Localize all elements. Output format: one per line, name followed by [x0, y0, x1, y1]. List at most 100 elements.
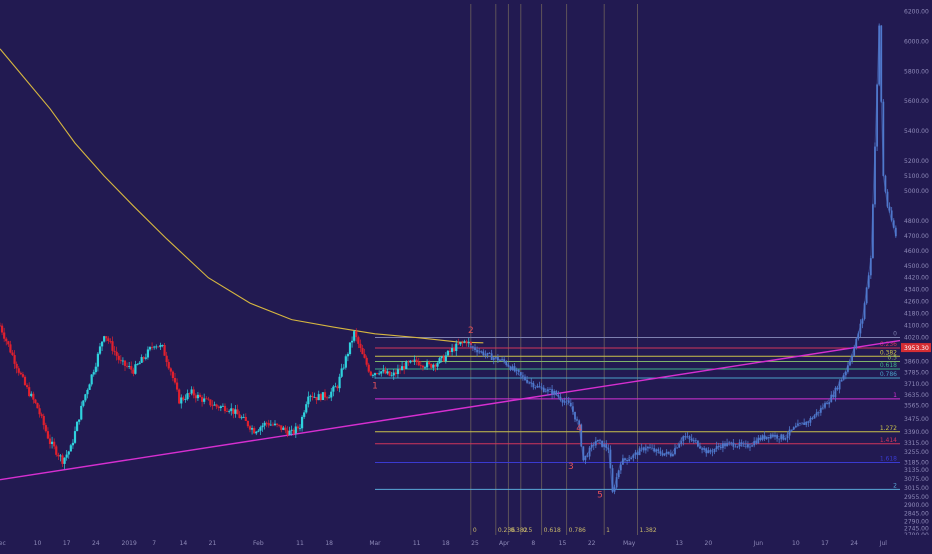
candle-body — [250, 428, 254, 430]
candle-body — [48, 438, 52, 444]
candle-body — [253, 428, 256, 434]
projection-candle-body — [844, 371, 847, 376]
candle-body — [409, 360, 412, 363]
candle-body — [90, 374, 93, 385]
candle-body — [448, 350, 452, 352]
projection-candle-body — [680, 441, 683, 445]
candle-body — [330, 391, 333, 398]
projection-candle-body — [499, 360, 501, 361]
candle-body — [130, 366, 133, 370]
candle-body — [273, 423, 277, 426]
y-tick-label: 5400.00 — [904, 128, 929, 135]
candle-body — [9, 344, 12, 353]
projection-candle-body — [640, 447, 643, 449]
projection-candle-body — [657, 449, 660, 452]
y-axis-strip — [900, 0, 932, 550]
y-tick-label: 4500.00 — [904, 263, 929, 270]
projection-candle-body — [703, 448, 706, 450]
y-tick-label: 5600.00 — [904, 98, 929, 105]
x-tick-label: Mar — [369, 540, 381, 547]
candle-body — [13, 355, 16, 364]
candle-body — [23, 376, 27, 386]
wave-labels: 1 2 3 4 5 — [372, 326, 603, 501]
y-tick-label: 6200.00 — [904, 8, 929, 15]
projection-candle-body — [659, 451, 662, 454]
candle-body — [296, 426, 300, 429]
projection-candle-body — [776, 434, 778, 439]
x-tick-label: 10 — [34, 540, 42, 547]
candle-body — [0, 325, 2, 327]
projection-candle-body — [569, 402, 572, 407]
projection-candle-body — [753, 441, 756, 446]
projection-candle-body — [634, 452, 637, 455]
y-tick-label: 2955.00 — [904, 494, 929, 501]
candle-body — [244, 416, 247, 421]
candle-body — [321, 392, 325, 400]
x-axis: Dec 10 17 24 2019 7 14 21 Feb 11 18 Mar 11 18 25 Apr 8 15… — [0, 535, 932, 550]
projection-candle-body — [828, 402, 831, 405]
projection-candle-body — [676, 447, 678, 449]
projection-candle-body — [632, 454, 635, 458]
projection-candle-body — [813, 415, 816, 419]
projection-candle-body — [557, 394, 560, 397]
projection-candle-body — [588, 447, 591, 457]
projection-candle-body — [728, 442, 731, 444]
time-fib-label: 0.618 — [544, 527, 561, 534]
projection-candle-body — [782, 434, 785, 440]
candle-body — [438, 358, 441, 364]
projection-candle-body — [778, 438, 781, 440]
projection-candle-body — [697, 440, 699, 447]
projection-candle-body — [809, 418, 812, 423]
candle-body — [50, 441, 54, 444]
projection-candle-body — [494, 356, 497, 358]
candle-body — [53, 441, 56, 447]
candle-body — [178, 389, 181, 404]
projection-candle-body — [717, 446, 720, 447]
projection-candle-body — [538, 385, 541, 387]
projection-candle-body — [767, 436, 770, 439]
projection-candle-body — [724, 443, 726, 447]
candle-body — [167, 362, 170, 369]
projection-candle-body — [686, 436, 689, 438]
candle-body — [165, 355, 168, 363]
candle-body — [88, 384, 91, 390]
projection-candle-body — [840, 379, 843, 382]
candle-body — [457, 343, 460, 345]
candle-body — [213, 404, 216, 406]
projection-candle-body — [688, 436, 691, 439]
candle-body — [136, 364, 139, 365]
candle-body — [365, 357, 368, 365]
candle-body — [455, 343, 458, 352]
candle-body — [357, 337, 360, 344]
projection-candle-body — [886, 191, 889, 207]
projection-candle-body — [819, 408, 822, 413]
candle-body — [334, 386, 337, 388]
candle-body — [325, 397, 329, 399]
projection-candle-body — [574, 411, 576, 420]
x-tick-label: Feb — [253, 540, 264, 547]
projection-candle-body — [492, 357, 495, 360]
candle-body — [428, 362, 431, 365]
projection-candle-body — [692, 440, 695, 441]
projection-candle-body — [788, 429, 791, 436]
y-tick-label: 5200.00 — [904, 158, 929, 165]
candle-body — [453, 348, 456, 352]
candle-body — [161, 345, 164, 346]
projection-candle-body — [644, 448, 647, 451]
candle-body — [323, 392, 327, 398]
projection-candle-body — [524, 376, 526, 380]
projection-candle-body — [669, 453, 672, 457]
y-tick-label: 2900.00 — [904, 502, 929, 509]
candle-body — [188, 393, 191, 395]
projection-candle-body — [674, 448, 676, 455]
projection-candle-body — [474, 347, 476, 351]
projection-candle-body — [811, 418, 814, 419]
candle-body — [65, 454, 68, 458]
projection-candle-body — [751, 445, 753, 447]
candle-body — [19, 372, 22, 375]
candle-body — [367, 364, 370, 372]
y-tick-label: 4340.00 — [904, 287, 929, 294]
candle-body — [298, 428, 302, 430]
